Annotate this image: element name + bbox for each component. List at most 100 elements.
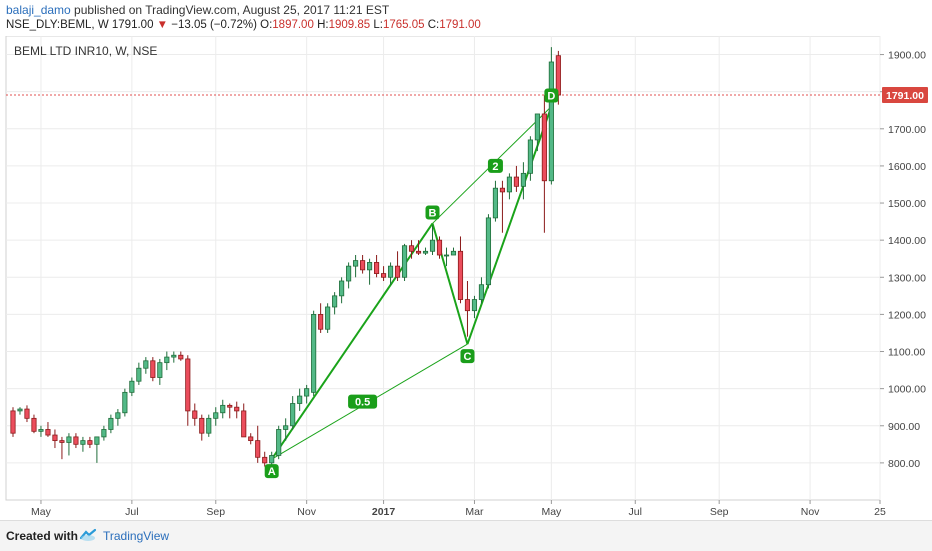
candle-body	[227, 404, 233, 408]
x-tick-label: 25	[874, 506, 886, 518]
candle-body	[213, 412, 219, 419]
candle-body	[353, 260, 359, 267]
publish-text: published on TradingView.com, August 25,…	[70, 3, 390, 17]
candle-body	[325, 306, 331, 330]
candle-body	[401, 245, 408, 278]
y-tick-label: 1100.00	[888, 347, 925, 359]
tradingview-logo-icon	[80, 528, 96, 541]
candlestick-chart[interactable]: 800.00 900.00 1000.00 1100.00 1200.00 1300.00…	[0, 36, 932, 520]
candle-body	[45, 429, 51, 436]
candle-body	[478, 284, 485, 300]
candle-body	[143, 360, 149, 369]
candle-body	[157, 362, 163, 378]
candle-body	[136, 367, 142, 382]
open-label: O:	[260, 19, 273, 31]
y-tick-label: 1400.00	[888, 235, 926, 247]
y-tick-label: 1700.00	[888, 124, 926, 136]
candle-body	[415, 250, 422, 254]
x-tick-label: May	[541, 506, 562, 518]
symbol-label: NSE_DLY:BEML, W	[6, 19, 109, 31]
y-tick-label: 1600.00	[888, 161, 926, 173]
last-price-badge	[882, 87, 928, 104]
grid	[6, 36, 881, 500]
x-tick-label: Sep	[206, 506, 225, 518]
candle-body	[255, 440, 261, 458]
y-tick-label: 1200.00	[888, 309, 926, 321]
last-price-badge-label: 1791.00	[886, 90, 924, 102]
candle-body	[374, 262, 380, 274]
high-value: 1909.85	[328, 19, 371, 31]
candle-body	[269, 455, 275, 464]
x-tick-label: May	[31, 506, 52, 518]
x-tick-label: Mar	[465, 506, 484, 518]
candle-body	[185, 358, 191, 412]
tradingview-link[interactable]: TradingView	[103, 529, 170, 543]
candle-body	[422, 250, 429, 254]
candle-body	[94, 436, 100, 445]
change-value: −13.05 (−0.72%)	[171, 19, 257, 31]
plot-border	[5, 36, 881, 501]
pattern-point-label: A	[268, 466, 276, 478]
high-label: H:	[317, 19, 329, 31]
candles	[10, 47, 561, 467]
footer: Created with TradingView	[0, 520, 932, 551]
x-tick-label: Nov	[297, 506, 316, 518]
candle-body	[234, 406, 240, 412]
y-tick-label: 1500.00	[888, 198, 926, 210]
y-tick-label: 800.00	[888, 458, 920, 470]
publish-line: balaji_damo published on TradingView.com…	[6, 3, 389, 17]
candle-body	[520, 172, 526, 187]
candle-body	[457, 250, 464, 300]
x-tick-label: Jul	[629, 506, 642, 518]
ratio-label: 0.5	[355, 397, 370, 409]
candle-body	[339, 280, 345, 297]
pattern-point-badge	[425, 205, 440, 220]
pattern-point-badge	[460, 349, 475, 364]
candle-body	[178, 354, 184, 360]
last-price: 1791.00	[111, 19, 154, 31]
candle-body	[450, 250, 457, 256]
candle-body	[115, 412, 121, 419]
ratio-badge	[487, 158, 503, 173]
candle-body	[108, 417, 114, 430]
x-tick-label: Jul	[125, 506, 138, 518]
down-arrow-icon: ▼	[156, 19, 169, 31]
ohlc-line: NSE_DLY:BEML, W 1791.00 ▼ −13.05 (−0.72%…	[6, 19, 481, 31]
pattern-point-label: B	[429, 207, 437, 219]
candle-body	[304, 388, 310, 397]
created-with-label: Created with	[6, 529, 79, 543]
candle-body	[381, 273, 387, 278]
candle-body	[80, 440, 86, 445]
chart-area[interactable]: 800.00 900.00 1000.00 1100.00 1200.00 1300.00…	[0, 36, 932, 520]
ratio-badge	[348, 394, 378, 409]
candle-body	[527, 139, 533, 174]
candle-body	[283, 425, 289, 430]
candle-body	[471, 299, 478, 312]
candle-body	[101, 429, 107, 438]
candle-body	[164, 356, 170, 364]
candle-body	[548, 61, 554, 182]
x-tick-label: Sep	[710, 506, 729, 518]
y-axis: 800.00 900.00 1000.00 1100.00 1200.00 1300.00…	[880, 50, 926, 470]
candle-body	[150, 360, 156, 378]
pattern-point-badge	[544, 88, 559, 103]
candle-body	[206, 417, 212, 434]
pattern-point-badge	[264, 464, 279, 479]
candle-body	[408, 245, 415, 252]
candle-body	[171, 354, 177, 358]
candle-body	[199, 417, 205, 434]
y-tick-label: 1900.00	[888, 50, 926, 62]
author-link[interactable]: balaji_damo	[6, 3, 71, 17]
close-label: C:	[427, 19, 440, 31]
candle-body	[534, 113, 540, 141]
candle-body	[492, 187, 499, 219]
candle-body	[24, 408, 30, 419]
candle-body	[506, 176, 512, 193]
ratio-label: 2	[492, 161, 498, 173]
open-value: 1897.00	[272, 19, 314, 31]
candle-body	[367, 262, 373, 271]
candle-body	[248, 436, 254, 442]
candle-body	[436, 239, 443, 256]
candle-body	[332, 295, 338, 308]
candle-body	[429, 239, 436, 252]
